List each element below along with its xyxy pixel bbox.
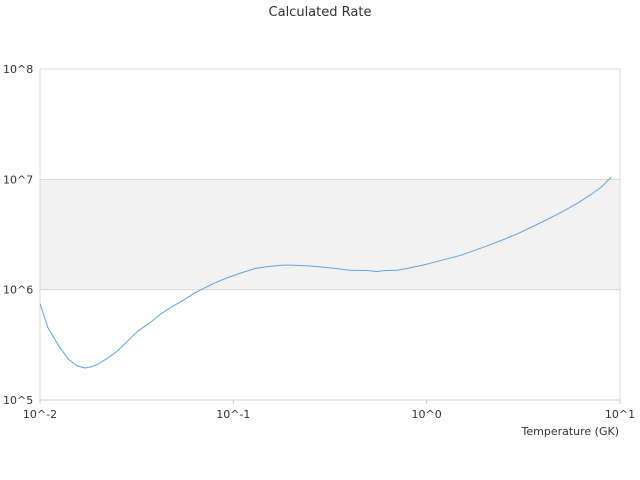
gridlines xyxy=(40,68,620,291)
series-group xyxy=(39,176,612,369)
x-tick-label: 10^1 xyxy=(605,408,635,421)
y-tick-label: 10^5 xyxy=(3,394,33,407)
x-axis-label: Temperature (GK) xyxy=(521,425,620,438)
y-tick-label: 10^6 xyxy=(3,284,33,297)
series-line xyxy=(39,176,612,369)
plot-band xyxy=(40,289,620,400)
x-tick-label: 10^0 xyxy=(412,408,442,421)
y-tick-label: 10^8 xyxy=(3,63,33,76)
chart-title: Calculated Rate xyxy=(269,5,372,20)
plot-band xyxy=(40,69,620,180)
plot-band xyxy=(40,179,620,290)
y-tick-labels: 10^8 10^7 10^6 10^5 xyxy=(3,63,33,407)
x-tick-label: 10^-1 xyxy=(216,408,250,421)
y-tick-label: 10^7 xyxy=(3,173,33,186)
plot-bands xyxy=(40,69,620,400)
x-tick-label: 10^-2 xyxy=(23,408,57,421)
x-tick-labels: 10^-2 10^-1 10^0 10^1 xyxy=(23,400,635,421)
